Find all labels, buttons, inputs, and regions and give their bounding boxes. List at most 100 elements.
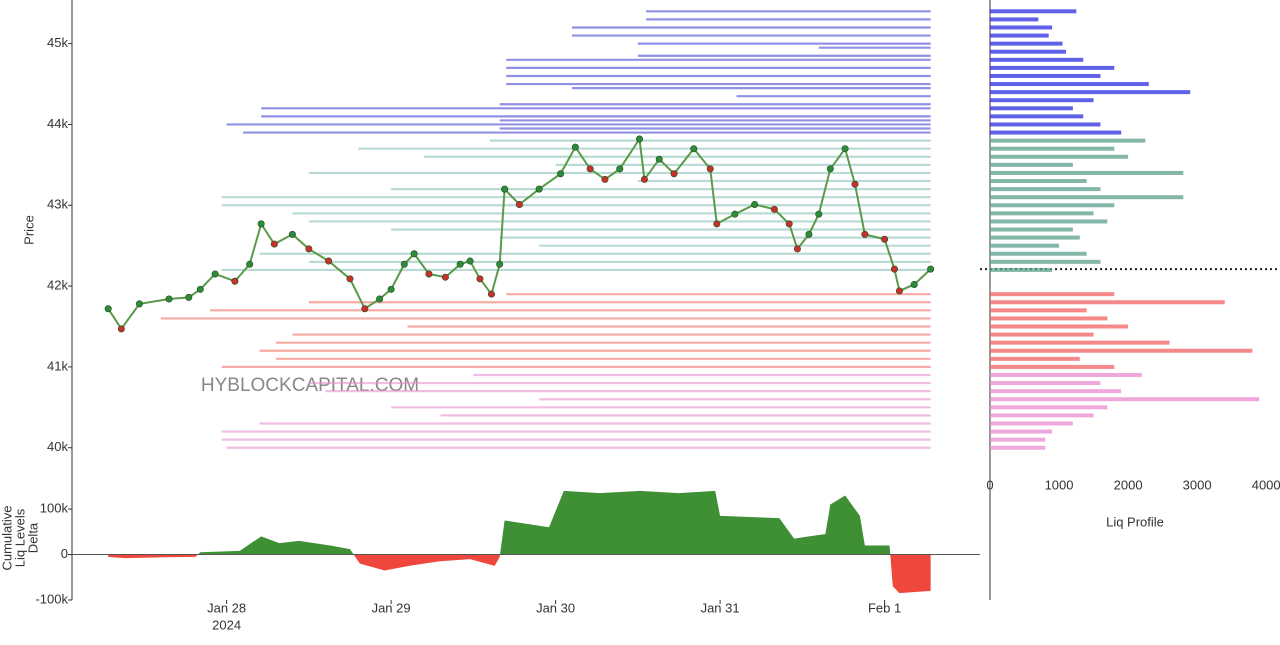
- price-line: [107, 136, 932, 331]
- price-point: [731, 210, 739, 218]
- y-tick-label: 100k: [40, 501, 69, 516]
- x-tick-label: Jan 28: [207, 600, 246, 615]
- price-point: [670, 170, 678, 178]
- price-point: [487, 290, 495, 298]
- price-point: [851, 180, 859, 188]
- profile-bar: [990, 25, 1053, 30]
- profile-bar: [990, 437, 1046, 442]
- price-point: [456, 260, 464, 268]
- price-point: [361, 305, 369, 313]
- price-point: [165, 295, 173, 303]
- profile-bar: [990, 300, 1225, 305]
- price-point: [895, 287, 903, 295]
- price-point: [793, 245, 801, 253]
- profile-bar: [990, 122, 1101, 127]
- y-tick-label: 41k: [47, 358, 68, 373]
- profile-bar: [990, 219, 1108, 224]
- price-point: [635, 135, 643, 143]
- price-point: [881, 235, 889, 243]
- profile-bar: [990, 90, 1191, 95]
- profile-bar: [990, 114, 1084, 119]
- profile-bar: [990, 179, 1087, 184]
- delta-area: [108, 490, 931, 594]
- profile-bar: [990, 235, 1080, 240]
- x-tick-label: Jan 29: [372, 600, 411, 615]
- x-tick-label: Jan 31: [701, 600, 740, 615]
- price-point: [927, 265, 935, 273]
- x-tick-label: 1000: [1045, 477, 1074, 492]
- price-point: [400, 260, 408, 268]
- price-point: [571, 143, 579, 151]
- price-point: [196, 285, 204, 293]
- profile-bar: [990, 429, 1053, 434]
- profile-bar: [990, 348, 1253, 353]
- x-tick-label: 4000: [1252, 477, 1280, 492]
- profile-bar: [990, 372, 1142, 377]
- profile-bar: [990, 267, 1053, 272]
- price-point: [410, 250, 418, 258]
- price-point: [706, 165, 714, 173]
- profile-bar: [990, 356, 1080, 361]
- price-point: [535, 185, 543, 193]
- profile-bar: [990, 195, 1184, 200]
- price-point: [601, 175, 609, 183]
- profile-bar: [990, 154, 1129, 159]
- y-axis-title: Liq Levels: [12, 508, 27, 567]
- price-point: [325, 257, 333, 265]
- profile-bar: [990, 316, 1108, 321]
- profile-bar: [990, 162, 1073, 167]
- profile-bar: [990, 49, 1066, 54]
- x-tick-label: Jan 30: [536, 600, 575, 615]
- profile-bar: [990, 211, 1094, 216]
- price-point: [466, 257, 474, 265]
- price-point: [861, 230, 869, 238]
- profile-bar: [990, 130, 1122, 135]
- y-axis-title: Price: [21, 215, 36, 245]
- profile-bar: [990, 251, 1087, 256]
- y-axis-title: Delta: [25, 522, 40, 553]
- price-point: [910, 280, 918, 288]
- price-point: [425, 270, 433, 278]
- profile-bar: [990, 259, 1101, 264]
- profile-bar: [990, 65, 1115, 70]
- price-point: [246, 260, 254, 268]
- x-tick-label: Feb 1: [868, 600, 901, 615]
- price-point: [441, 273, 449, 281]
- profile-bar: [990, 389, 1122, 394]
- profile-bar: [990, 138, 1146, 143]
- profile-bar: [990, 397, 1260, 402]
- profile-bar: [990, 41, 1063, 46]
- profile-bar: [990, 9, 1077, 14]
- price-point: [805, 230, 813, 238]
- price-point: [185, 293, 193, 301]
- price-point: [376, 295, 384, 303]
- profile-bar: [990, 98, 1094, 103]
- profile-bar: [990, 332, 1094, 337]
- profile-bar: [990, 187, 1101, 192]
- price-point: [770, 205, 778, 213]
- price-point: [270, 240, 278, 248]
- profile-bar: [990, 292, 1115, 297]
- profile-bar: [990, 243, 1060, 248]
- price-point: [257, 220, 265, 228]
- price-point: [515, 200, 523, 208]
- price-point: [826, 165, 834, 173]
- price-point: [501, 185, 509, 193]
- price-point: [751, 200, 759, 208]
- profile-bar: [990, 405, 1108, 410]
- price-point: [305, 245, 313, 253]
- profile-bar: [990, 364, 1115, 369]
- profile-bar: [990, 324, 1129, 329]
- profile-bar: [990, 82, 1149, 87]
- watermark: HYBLOCKCAPITAL.COM: [201, 375, 419, 396]
- y-tick-label: -100k: [35, 591, 68, 606]
- price-point: [231, 277, 239, 285]
- x-tick-sublabel: 2024: [212, 617, 241, 632]
- price-point: [785, 220, 793, 228]
- y-tick-label: 42k: [47, 278, 68, 293]
- price-point: [117, 325, 125, 333]
- price-point: [476, 275, 484, 283]
- price-point: [815, 210, 823, 218]
- profile-bar: [990, 203, 1115, 208]
